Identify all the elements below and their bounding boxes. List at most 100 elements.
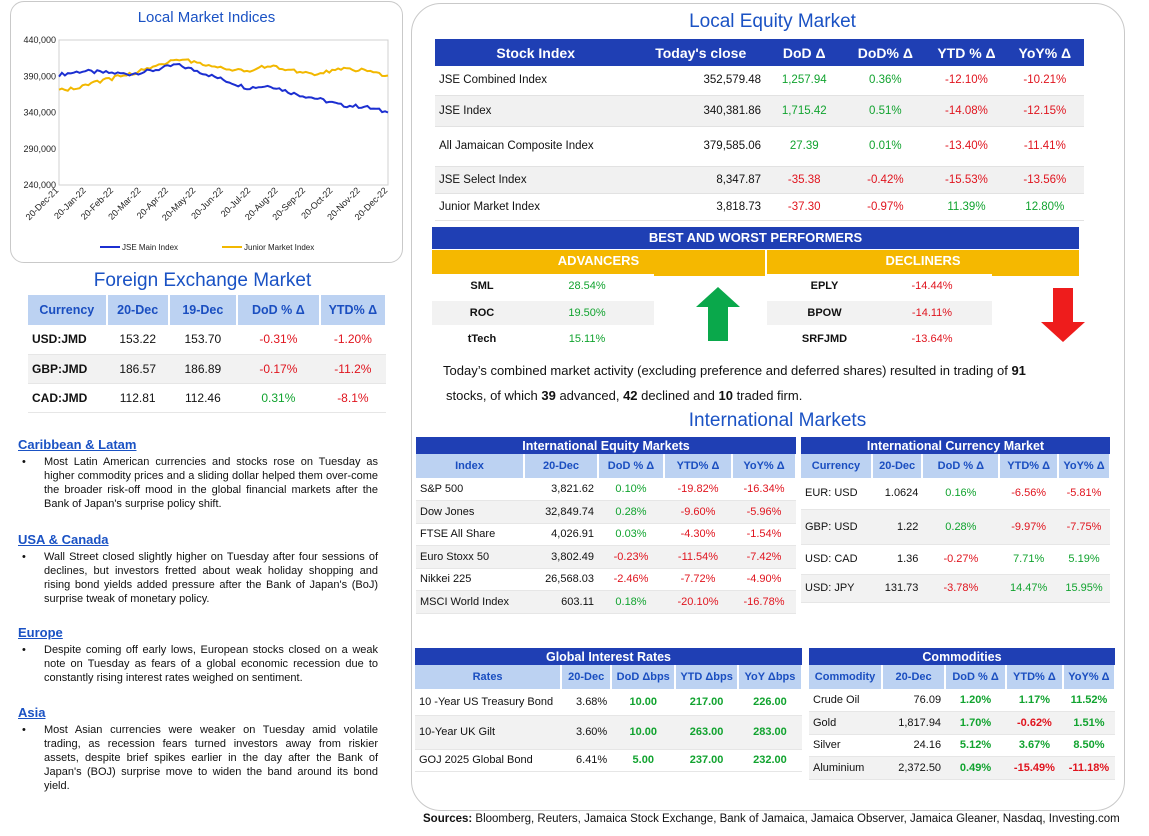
decliner-row: BPOW -14.11%	[767, 300, 992, 325]
news-text: Despite coming off early lows, European …	[44, 644, 378, 684]
news-item: • Despite coming off early lows, European…	[18, 643, 378, 685]
news-block: Asia • Most Asian currencies were weaker o…	[18, 705, 378, 793]
fx-ytd: -11.2%	[319, 354, 386, 384]
bullet-icon: •	[22, 456, 26, 468]
rates-yoy: 226.00	[737, 689, 802, 716]
equity-yoy: -12.15%	[1005, 95, 1084, 127]
commodities-header-cell: YTD% Δ	[1005, 665, 1064, 689]
performers-title: BEST AND WORST PERFORMERS	[432, 227, 1079, 249]
decliners-header: DECLINERS	[767, 250, 1079, 276]
intl_equity-value: 26,568.03	[524, 568, 598, 591]
intl_currency-header-cell: 20-Dec	[871, 454, 924, 478]
close-value: 352,579.48	[636, 66, 766, 96]
intl_currency-row: USD: CAD 1.36 -0.27% 7.71% 5.19%	[801, 544, 1110, 575]
equity-row: JSE Combined Index 352,579.48 1,257.94 0.36…	[435, 66, 1084, 96]
commodities-header-cell: 20-Dec	[882, 665, 947, 689]
advancer-row: SML 28.54%	[432, 274, 654, 298]
commodities-header-row: Commodity 20-Dec DoD % Δ YTD% Δ YoY% Δ	[809, 665, 1117, 689]
plot-area	[58, 39, 389, 186]
decliner-pct: -13.64%	[911, 333, 953, 345]
equity-header-cell: DoD% Δ	[843, 39, 928, 66]
intl_equity-yoy: -16.34%	[732, 478, 796, 501]
advancer-pct: 28.54%	[568, 280, 606, 292]
advancer-symbol: SML	[470, 280, 494, 292]
fx-ytd: -1.20%	[319, 325, 386, 355]
commodities-yoy: 8.50%	[1062, 734, 1115, 757]
rates-name: 10-Year UK Gilt	[415, 715, 562, 750]
intl_equity-name: Dow Jones	[416, 500, 524, 524]
commodities-row: Silver 24.16 5.12% 3.67% 8.50%	[809, 734, 1115, 757]
intl_equity-title: International Equity Markets	[416, 437, 796, 454]
equity-dodp: -0.42%	[843, 166, 928, 194]
rate-19-dec: 153.70	[168, 325, 237, 355]
news-block: Caribbean & Latam • Most Latin American cu…	[18, 437, 378, 511]
rates-header-row: Rates 20-Dec DoD Δbps YTD Δbps YoY Δbps	[415, 665, 804, 689]
intl_equity-ytd: -11.54%	[664, 545, 732, 569]
equity-header-cell: Today's close	[636, 39, 766, 66]
close-value: 3,818.73	[636, 193, 766, 221]
rates-value: 3.68%	[561, 689, 612, 716]
news-item: • Most Asian currencies were weaker on Tu…	[18, 723, 378, 793]
intl_equity-row: FTSE All Share 4,026.91 0.03% -4.30% -1.54%	[416, 523, 796, 546]
rates-ytd: 237.00	[675, 749, 738, 772]
decliner-pct: -14.44%	[911, 280, 953, 292]
right-panel	[411, 3, 1125, 811]
rates-dod: 10.00	[611, 715, 676, 750]
equity-ytd: -13.40%	[927, 126, 1006, 167]
intl_equity-title-row: International Equity Markets	[416, 437, 796, 454]
news-item: • Wall Street closed slightly higher on T…	[18, 550, 378, 606]
intl_equity-ytd: -19.82%	[664, 478, 732, 501]
commodities-dod: 1.70%	[945, 711, 1006, 735]
commodities-dod: 1.20%	[945, 689, 1006, 712]
news-heading: Europe	[18, 625, 63, 640]
equity-dod: 1,715.42	[765, 95, 844, 127]
rate-19-dec: 112.46	[168, 383, 237, 413]
close-value: 8,347.87	[636, 166, 766, 194]
index-name: JSE Index	[435, 95, 637, 127]
intl_equity-yoy: -5.96%	[732, 500, 796, 524]
news-text: Wall Street closed slightly higher on Tu…	[44, 551, 378, 605]
commodities-header-cell: Commodity	[809, 665, 884, 689]
intl_equity-row: S&P 500 3,821.62 0.10% -19.82% -16.34%	[416, 478, 796, 501]
rates-name: GOJ 2025 Global Bond	[415, 749, 562, 772]
intl_currency-value: 131.73	[871, 574, 923, 603]
intl_equity-yoy: -7.42%	[732, 545, 796, 569]
chart-panel	[10, 1, 403, 263]
currency-pair: GBP:JMD	[28, 354, 107, 384]
commodities-ytd: 1.17%	[1005, 689, 1063, 712]
equity-yoy: 12.80%	[1005, 193, 1084, 221]
advancer-symbol: ROC	[469, 306, 495, 319]
intl_equity-header-cell: YTD% Δ	[664, 454, 733, 478]
rates-title-row: Global Interest Rates	[415, 648, 802, 665]
intl_currency-value: 1.22	[871, 509, 923, 545]
rates-dod: 5.00	[611, 749, 676, 772]
rates-row: GOJ 2025 Global Bond 6.41% 5.00 237.00 232.0…	[415, 749, 802, 772]
bullet-icon: •	[22, 551, 26, 563]
equity-ytd: -15.53%	[927, 166, 1006, 194]
equity-header-cell: YoY% Δ	[1005, 39, 1084, 66]
intl_currency-ytd: -9.97%	[999, 509, 1059, 545]
intl_currency-dod: -3.78%	[922, 574, 1000, 603]
rates-header-cell: DoD Δbps	[611, 665, 677, 689]
fx-row: GBP:JMD 186.57 186.89 -0.17% -11.2%	[28, 354, 386, 384]
fx-header-cell: 20-Dec	[106, 295, 170, 325]
intl_equity-ytd: -7.72%	[664, 568, 732, 591]
equity-dod: 1,257.94	[765, 66, 844, 96]
decliner-row: SRFJMD -13.64%	[767, 327, 992, 351]
commodities-yoy: -11.18%	[1062, 756, 1115, 780]
intl_equity-name: Nikkei 225	[416, 568, 524, 591]
chart-title: Local Market Indices	[137, 9, 276, 26]
intl_equity-header-cell: 20-Dec	[524, 454, 599, 478]
bullet-icon: •	[22, 724, 26, 736]
intl_currency-row: EUR: USD 1.0624 0.16% -6.56% -5.81%	[801, 478, 1110, 510]
equity-header-cell: DoD Δ	[765, 39, 844, 66]
advancers-header: ADVANCERS	[432, 250, 765, 276]
fx-row: USD:JMD 153.22 153.70 -0.31% -1.20%	[28, 325, 386, 355]
equity-header-cell: Stock Index	[435, 39, 637, 66]
intl_equity-header-cell: Index	[416, 454, 525, 478]
intl_equity-row: Dow Jones 32,849.74 0.28% -9.60% -5.96%	[416, 500, 796, 524]
equity-header-cell: YTD % Δ	[927, 39, 1006, 66]
commodities-name: Aluminium	[809, 756, 883, 780]
intl_equity-header-row: Index 20-Dec DoD % Δ YTD% Δ YoY% Δ	[416, 454, 797, 478]
close-value: 340,381.86	[636, 95, 766, 127]
